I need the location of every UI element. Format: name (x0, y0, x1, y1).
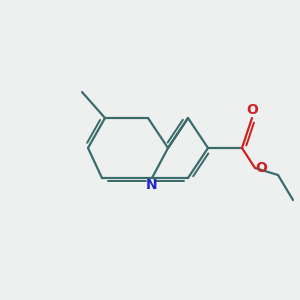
Text: O: O (256, 161, 268, 175)
Text: O: O (246, 103, 258, 117)
Text: N: N (146, 178, 158, 192)
